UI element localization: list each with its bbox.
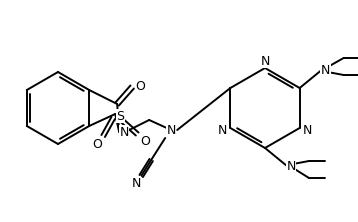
Text: O: O [140,135,150,147]
Text: N: N [120,125,129,139]
Text: N: N [131,176,141,190]
Text: N: N [218,123,227,137]
Text: S: S [116,109,124,123]
Text: N: N [260,54,270,67]
Text: O: O [92,137,102,151]
Text: N: N [286,159,296,172]
Text: N: N [303,123,312,137]
Text: N: N [321,63,330,77]
Text: O: O [135,79,145,93]
Text: N: N [166,123,176,137]
